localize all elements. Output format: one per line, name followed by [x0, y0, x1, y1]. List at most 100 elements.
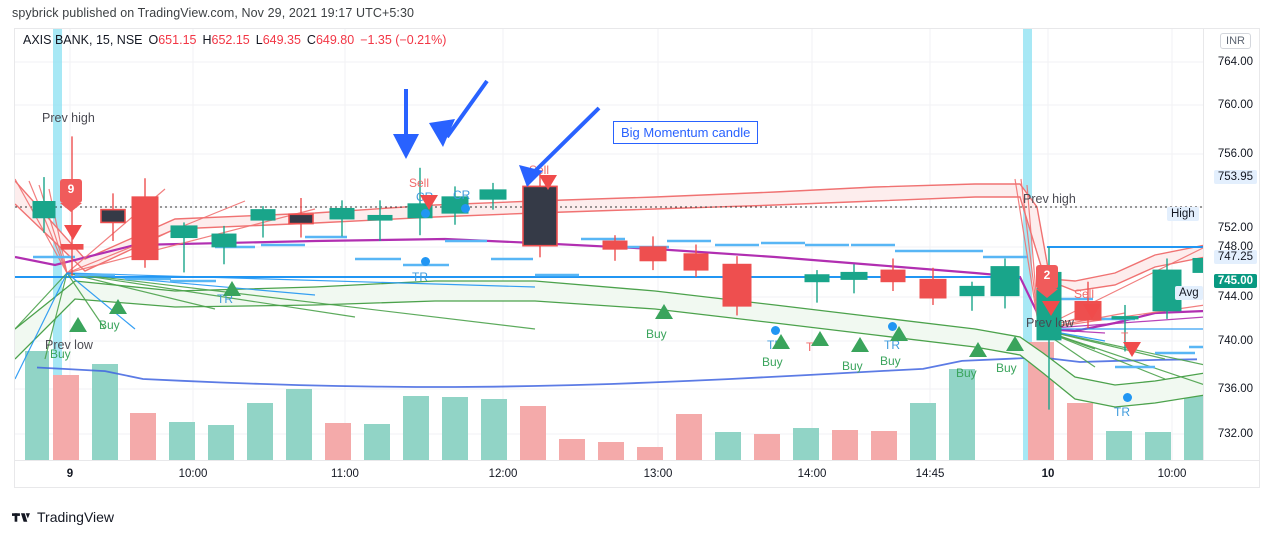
- candle-body[interactable]: [880, 269, 906, 283]
- candle-body[interactable]: [959, 285, 985, 297]
- legend-high-label: H: [202, 33, 212, 47]
- candle-body[interactable]: [329, 207, 355, 220]
- sell-marker-triangle[interactable]: [1042, 301, 1060, 316]
- candle-body[interactable]: [522, 185, 558, 247]
- pivot-fan-line: [66, 272, 136, 330]
- buy-marker-triangle[interactable]: [969, 342, 987, 357]
- tradingview-brand: TradingView: [12, 509, 114, 525]
- tradingview-logo-icon: [12, 512, 30, 522]
- candle-body[interactable]: [840, 271, 868, 280]
- chart-label-t: T: [1121, 330, 1129, 344]
- candle-body[interactable]: [100, 208, 126, 224]
- volume-bar: [1184, 393, 1205, 461]
- volume-bar: [481, 399, 507, 461]
- signal-dot[interactable]: [421, 257, 430, 266]
- time-axis-tick: 10:00: [178, 468, 208, 480]
- legend-symbol[interactable]: AXIS BANK, 15, NSE: [23, 33, 143, 47]
- volume-bar: [559, 439, 585, 461]
- signal-count-badge[interactable]: 9: [60, 179, 82, 203]
- sell-marker-triangle[interactable]: [539, 175, 557, 190]
- pivot-fan-line: [1038, 246, 1205, 330]
- chart-label-buy: Buy: [646, 327, 667, 341]
- buy-marker-triangle[interactable]: [69, 317, 87, 332]
- legend-close-value: 649.80: [315, 33, 355, 47]
- chart-label-sell: Sell: [1074, 287, 1095, 301]
- price-axis[interactable]: INR 764.00 760.00 756.00 752.00 748.00 744.00…: [1203, 29, 1259, 461]
- session-band: [1023, 29, 1032, 461]
- candle-body[interactable]: [60, 244, 84, 250]
- volume-bar: [676, 414, 702, 461]
- volume-bar: [286, 389, 312, 461]
- chart-label-tr: TR: [412, 270, 428, 284]
- axis-level-name-avg: Avg: [1175, 286, 1203, 300]
- candle-body[interactable]: [211, 233, 237, 248]
- candle-body[interactable]: [288, 213, 314, 225]
- time-axis[interactable]: 9 10:00 11:00 12:00 13:00 14:00 14:45 10 10:00: [15, 460, 1259, 487]
- axis-level-name-high: High: [1167, 207, 1199, 221]
- pivot-fan-line: [1038, 328, 1205, 386]
- signal-dot[interactable]: [888, 322, 897, 331]
- candle-body[interactable]: [722, 263, 752, 307]
- buy-marker-triangle[interactable]: [655, 304, 673, 319]
- volume-bar: [25, 351, 49, 461]
- time-axis-tick: 14:45: [915, 468, 945, 480]
- candle-body[interactable]: [990, 266, 1020, 297]
- candle-body[interactable]: [367, 214, 393, 221]
- publisher-line: spybrick published on TradingView.com, N…: [12, 6, 415, 20]
- chart-label-t: T: [806, 340, 814, 354]
- buy-marker-triangle[interactable]: [772, 334, 790, 349]
- volume-bar: [442, 397, 468, 461]
- buy-marker-triangle[interactable]: [109, 299, 127, 314]
- candle-body[interactable]: [919, 278, 947, 299]
- signal-dot[interactable]: [461, 204, 470, 213]
- pivot-fan-line: [66, 272, 216, 310]
- signal-count-badge[interactable]: 2: [1036, 265, 1058, 289]
- candle-body[interactable]: [250, 209, 276, 221]
- price-level-label[interactable]: 753.95: [1213, 170, 1257, 184]
- pivot-fan-line: [15, 272, 68, 380]
- candle-body[interactable]: [602, 240, 628, 250]
- time-axis-tick: 11:00: [331, 468, 359, 480]
- chart-label-buy: Buy: [880, 354, 901, 368]
- signal-dot[interactable]: [421, 209, 430, 218]
- chart-label-buy: Buy: [956, 366, 977, 380]
- sell-marker-triangle[interactable]: [420, 195, 438, 210]
- volume-bar: [325, 423, 351, 461]
- pivot-fan-line: [66, 272, 536, 330]
- candle-body[interactable]: [32, 201, 56, 219]
- price-axis-tick: 740.00: [1217, 335, 1253, 347]
- price-level-label[interactable]: 747.25: [1213, 250, 1257, 264]
- candle-body[interactable]: [683, 253, 709, 271]
- pivot-fan-line: [1038, 316, 1205, 330]
- pivot-fan-line: [44, 272, 68, 360]
- green-band-lower-line: [15, 298, 1205, 408]
- chart-label-buy: Buy: [99, 318, 120, 332]
- buy-marker-triangle[interactable]: [1006, 336, 1024, 351]
- buy-marker-triangle[interactable]: [811, 331, 829, 346]
- chart-legend: AXIS BANK, 15, NSE O651.15 H652.15 L649.35 C…: [23, 33, 446, 47]
- momentum-annotation-box[interactable]: Big Momentum candle: [613, 121, 759, 144]
- candle-body[interactable]: [131, 196, 159, 261]
- buy-marker-triangle[interactable]: [223, 281, 241, 296]
- candle-body[interactable]: [170, 225, 198, 239]
- volume-bar: [715, 432, 741, 461]
- buy-marker-triangle[interactable]: [851, 337, 869, 352]
- signal-dot[interactable]: [771, 326, 780, 335]
- candle-body[interactable]: [479, 189, 507, 200]
- legend-high-value: 652.15: [211, 33, 250, 47]
- time-axis-tick: 9: [66, 468, 74, 480]
- candle-body[interactable]: [639, 246, 667, 262]
- currency-badge[interactable]: INR: [1220, 33, 1251, 49]
- sell-marker-triangle[interactable]: [1083, 304, 1101, 319]
- sell-marker-triangle[interactable]: [1123, 342, 1141, 357]
- sell-marker-triangle[interactable]: [64, 225, 82, 240]
- candle-body[interactable]: [1111, 316, 1139, 320]
- last-price-label[interactable]: 745.00: [1213, 274, 1257, 288]
- legend-low-label: L: [255, 33, 263, 47]
- signal-dot[interactable]: [1123, 393, 1132, 402]
- pivot-fan-line: [1014, 178, 1040, 330]
- chart-label-cr: CR: [453, 188, 471, 202]
- plot-area[interactable]: Prev high Prev low Prev high Prev low Sell Se…: [15, 29, 1205, 461]
- candle-body[interactable]: [804, 274, 830, 283]
